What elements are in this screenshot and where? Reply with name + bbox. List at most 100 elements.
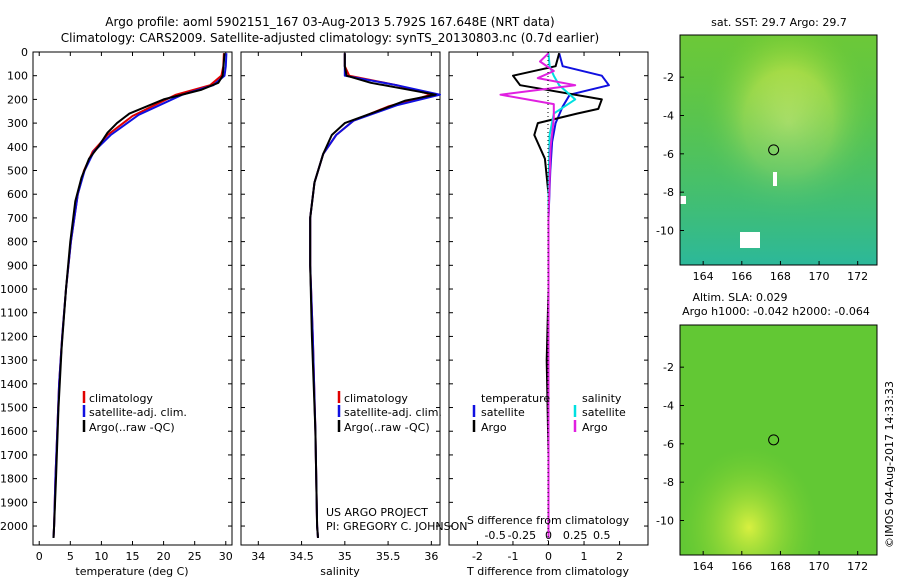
depth-tick-label: 1700 xyxy=(0,449,28,462)
legend-s-argo: Argo xyxy=(582,421,608,434)
argo-float-marker xyxy=(768,144,780,156)
salinity-legend: climatology satellite-adj. clim. Argo(..… xyxy=(337,391,442,434)
map-y-tick-label: -6 xyxy=(663,148,674,161)
credit-pi: PI: GREGORY C. JOHNSON xyxy=(326,520,467,533)
t-difference-xlabel: T difference from climatology xyxy=(466,565,629,578)
series-line-s-argo xyxy=(499,52,577,538)
x-tick-label: 2 xyxy=(616,550,623,563)
map-x-tick-label: 168 xyxy=(770,560,791,573)
depth-tick-label: 1800 xyxy=(0,473,28,486)
depth-tick-label: 400 xyxy=(7,141,28,154)
top-tick-label: -0.5 xyxy=(484,529,505,542)
depth-tick-label: 2000 xyxy=(0,520,28,533)
x-tick-label: 0 xyxy=(36,550,43,563)
depth-tick-label: 1000 xyxy=(0,283,28,296)
depth-tick-label: 1400 xyxy=(0,378,28,391)
legend-climatology: climatology xyxy=(89,392,153,405)
x-tick-label: 34 xyxy=(251,550,265,563)
series-line-climatology xyxy=(309,53,433,538)
depth-tick-label: 1600 xyxy=(0,425,28,438)
x-tick-label: 34.5 xyxy=(289,550,314,563)
salinity-series xyxy=(309,53,441,538)
map-y-tick-label: -2 xyxy=(663,71,674,84)
top-tick-label: 0.25 xyxy=(563,529,588,542)
legend-argo: Argo(..raw -QC) xyxy=(89,421,175,434)
depth-axis: 0 100 200 300 400 500 600 700 800 900 1000 1100 1200… xyxy=(0,46,648,533)
sla-map-subtitle: Argo h1000: -0.042 h2000: -0.064 xyxy=(682,305,870,318)
sla-map-title: Altim. SLA: 0.029 xyxy=(692,291,787,304)
map-y-tick-label: -10 xyxy=(656,225,674,238)
legend-argo: Argo(..raw -QC) xyxy=(344,421,430,434)
map-y-tick-label: -8 xyxy=(663,476,674,489)
map-x-tick-label: 172 xyxy=(847,560,868,573)
salinity-panel xyxy=(240,51,441,546)
depth-tick-label: 300 xyxy=(7,117,28,130)
map-x-tick-label: 164 xyxy=(693,560,714,573)
figure-subtitle: Climatology: CARS2009. Satellite-adjuste… xyxy=(61,31,599,45)
map-x-tick-label: 170 xyxy=(809,270,830,283)
depth-tick-label: 200 xyxy=(7,93,28,106)
difference-x-axis: -2 -1 0 1 2-0.5 -0.25 0 0.25 0.5 xyxy=(472,52,623,563)
map-y-tick-label: -2 xyxy=(663,361,674,374)
temperature-panel xyxy=(32,51,233,546)
map-y-tick-label: -4 xyxy=(663,400,674,413)
x-tick-label: -1 xyxy=(507,550,518,563)
series-line-argo-raw-qc- xyxy=(309,53,437,538)
depth-tick-label: 0 xyxy=(21,46,28,59)
sst-map xyxy=(679,34,878,266)
credit-project: US ARGO PROJECT xyxy=(326,506,428,519)
x-tick-label: 1 xyxy=(581,550,588,563)
temperature-series xyxy=(52,53,228,538)
imos-timestamp: ©IMOS 04-Aug-2017 14:33:33 xyxy=(883,381,896,548)
temperature-xlabel: temperature (deg C) xyxy=(75,565,188,578)
legend-t-satellite: satellite xyxy=(481,406,525,419)
legend-climatology: climatology xyxy=(344,392,408,405)
sla-map-frame xyxy=(679,324,878,556)
s-difference-label: S difference from climatology xyxy=(467,514,630,527)
depth-tick-label: 1200 xyxy=(0,330,28,343)
x-tick-label: 35 xyxy=(338,550,352,563)
sst-map-frame xyxy=(679,34,878,266)
x-tick-label: 0 xyxy=(545,550,552,563)
temperature-legend: climatology satellite-adj. clim. Argo(..… xyxy=(82,391,187,434)
sst-map-title: sat. SST: 29.7 Argo: 29.7 xyxy=(711,16,847,29)
top-tick-label: -0.25 xyxy=(508,529,536,542)
map-y-tick-label: -6 xyxy=(663,438,674,451)
depth-tick-label: 1100 xyxy=(0,307,28,320)
series-line-climatology xyxy=(52,53,225,538)
salinity-xlabel: salinity xyxy=(320,565,360,578)
map-y-tick-label: -4 xyxy=(663,110,674,123)
difference-series xyxy=(499,52,610,538)
series-line-satellite-adj-clim- xyxy=(309,53,441,538)
series-line-t-argo xyxy=(512,52,603,538)
argo-float-marker xyxy=(768,434,780,446)
map-x-tick-label: 170 xyxy=(809,560,830,573)
legend-satellite: satellite-adj. clim. xyxy=(344,406,442,419)
x-tick-label: -2 xyxy=(472,550,483,563)
figure-title: Argo profile: aoml 5902151_167 03-Aug-20… xyxy=(105,15,554,29)
depth-tick-label: 1300 xyxy=(0,354,28,367)
x-tick-label: 15 xyxy=(126,550,140,563)
depth-tick-label: 1900 xyxy=(0,496,28,509)
series-line-satellite-adj-clim- xyxy=(52,53,228,538)
legend-satellite: satellite-adj. clim. xyxy=(89,406,187,419)
difference-legend: temperature satellite Argo salinity sate… xyxy=(472,392,626,434)
depth-tick-label: 900 xyxy=(7,259,28,272)
land-mask xyxy=(680,196,686,204)
series-line-t-satellite xyxy=(547,52,610,538)
legend-temperature-heading: temperature xyxy=(481,392,550,405)
depth-tick-label: 100 xyxy=(7,70,28,83)
x-tick-label: 25 xyxy=(188,550,202,563)
map-x-tick-label: 166 xyxy=(731,560,752,573)
sla-map xyxy=(679,324,878,556)
top-tick-label: 0.5 xyxy=(593,529,611,542)
temperature-x-axis: 0 5 10 15 20 25 30 xyxy=(36,52,233,563)
x-tick-label: 10 xyxy=(94,550,108,563)
depth-tick-label: 500 xyxy=(7,165,28,178)
legend-t-argo: Argo xyxy=(481,421,507,434)
x-tick-label: 20 xyxy=(157,550,171,563)
map-x-tick-label: 166 xyxy=(731,270,752,283)
land-mask xyxy=(740,232,760,248)
legend-salinity-heading: salinity xyxy=(582,392,622,405)
x-tick-label: 35.5 xyxy=(376,550,401,563)
